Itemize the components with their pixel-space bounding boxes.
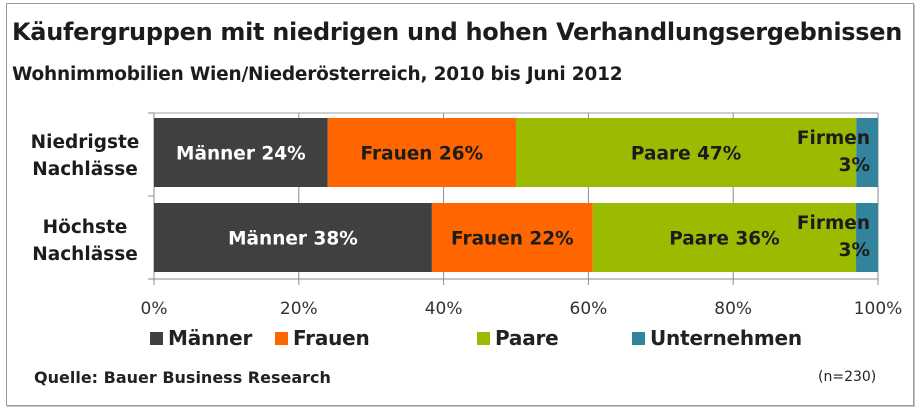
sample-size-note: (n=230) — [818, 369, 877, 385]
legend-item-paare: Paare — [477, 326, 559, 350]
legend-item-frauen: Frauen — [275, 326, 370, 350]
bar-segment-frauen — [327, 118, 516, 187]
chart-title: Käufergruppen mit niedrigen und hohen Ve… — [12, 18, 902, 46]
data-label: Paare 36% — [669, 229, 779, 250]
bar-segment-paare — [516, 118, 857, 187]
x-tick-label: 80% — [714, 299, 752, 319]
x-tick-label: 40% — [425, 299, 463, 319]
bar-segment-frauen — [431, 203, 593, 272]
category-label: Höchste — [43, 217, 128, 238]
x-tick-label: 0% — [141, 299, 168, 319]
category-label: Nachlässe — [32, 244, 138, 265]
legend-label-paare: Paare — [495, 326, 559, 350]
data-label: Männer 38% — [228, 229, 358, 250]
legend-swatch-maenner — [150, 331, 163, 345]
legend-item-maenner: Männer — [150, 326, 252, 350]
bar-segment-unternehmen — [856, 203, 878, 272]
category-label: Niedrigste — [31, 132, 140, 153]
legend-label-frauen: Frauen — [293, 326, 370, 350]
bar-segment-paare — [592, 203, 857, 272]
data-label: Frauen 22% — [451, 229, 574, 250]
data-label: Paare 47% — [631, 144, 741, 165]
data-label: Männer 24% — [176, 144, 306, 165]
data-label: 3% — [839, 155, 870, 176]
data-label: Firmen — [797, 213, 870, 234]
bar-segment-unternehmen — [856, 118, 878, 187]
source-note: Quelle: Bauer Business Research — [34, 368, 331, 387]
legend-label-maenner: Männer — [168, 326, 253, 350]
legend-swatch-unternehmen — [632, 331, 645, 345]
data-label: Firmen — [797, 128, 870, 149]
x-tick-label: 60% — [570, 299, 608, 319]
legend-label-unternehmen: Unternehmen — [650, 326, 802, 350]
legend-swatch-frauen — [275, 331, 288, 345]
bar-segment-maenner — [154, 203, 432, 272]
chart-subtitle: Wohnimmobilien Wien/Niederösterreich, 20… — [12, 64, 623, 85]
data-label: Frauen 26% — [361, 144, 484, 165]
bar-segment-maenner — [154, 118, 328, 187]
category-label: Nachlässe — [32, 159, 138, 180]
legend-swatch-paare — [477, 331, 490, 345]
data-label: 3% — [839, 240, 870, 261]
x-tick-label: 100% — [854, 299, 903, 319]
legend-item-unternehmen: Unternehmen — [632, 326, 802, 350]
x-tick-label: 20% — [280, 299, 318, 319]
